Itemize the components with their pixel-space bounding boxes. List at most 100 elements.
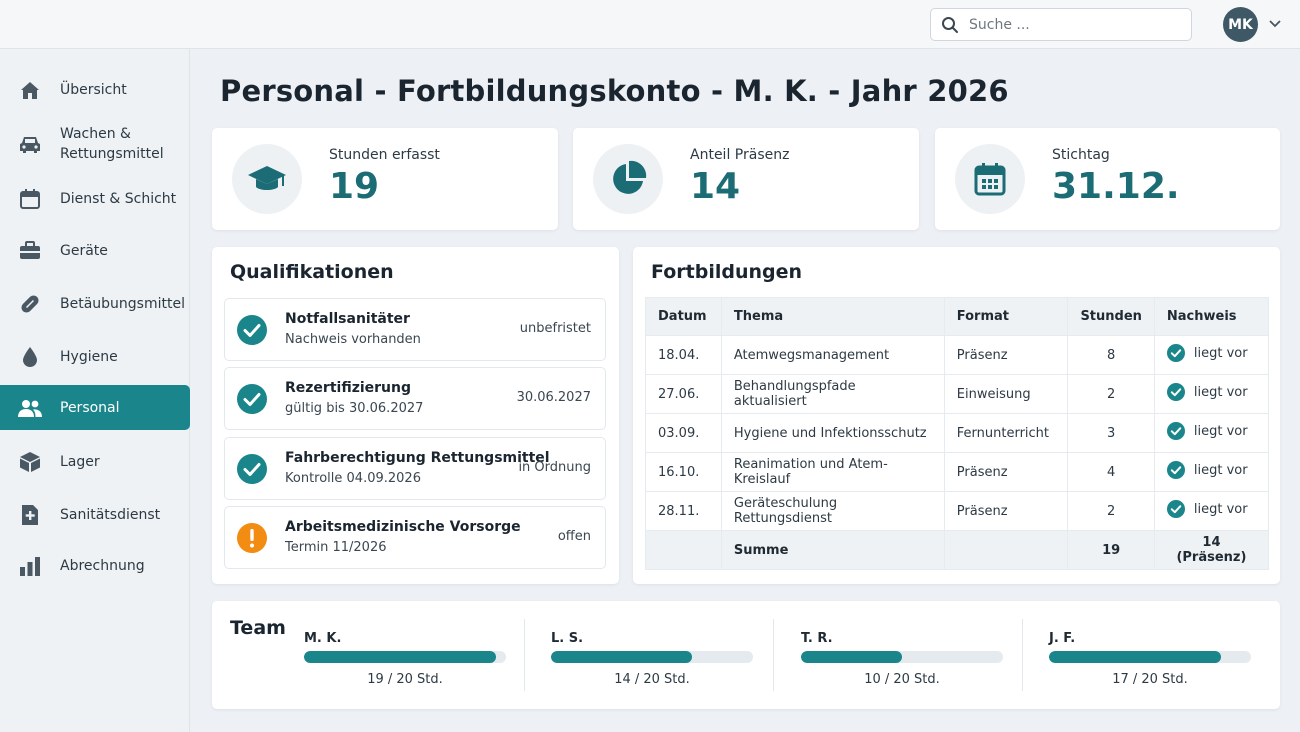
sidebar-item-abrechnung[interactable]: Abrechnung [0,551,190,581]
progress-fill [304,651,496,663]
column-header-datum[interactable]: Datum [645,297,722,336]
kpi-label: Stunden erfasst [329,147,440,163]
team-member-name: T. R. [801,631,833,646]
proof-label: liegt vor [1193,345,1248,361]
sidebar-item-geraete[interactable]: Geräte [0,236,190,266]
medical-file-icon [18,503,42,527]
table-row[interactable]: 16.10. Reanimation und Atem-Kreislauf Pr… [645,452,1270,492]
cell-format: Präsenz [943,452,1069,492]
progress-bar [801,651,1003,663]
progress-bar [1049,651,1251,663]
qualification-title: Rezertifizierung [285,380,411,396]
cell-topic: Reanimation und Atem-Kreislauf [720,452,945,492]
kpi-card-stichtag: Stichtag 31.12. [935,128,1280,230]
cell-proof: liegt vor [1153,413,1270,453]
cell-date: 27.06. [645,374,722,414]
sidebar-item-label: Lager [60,454,100,470]
box-icon [18,450,42,474]
qualification-title: Arbeitsmedizinische Vorsorge [285,519,521,535]
cell-format: Fernunterricht [943,413,1069,453]
warning-circle-icon [237,523,267,553]
chevron-down-icon[interactable] [1268,17,1282,31]
team-member-hours: 14 / 20 Std. [614,672,690,687]
divider [524,619,525,691]
qualification-item[interactable]: Rezertifizierung gültig bis 30.06.2027 3… [224,367,606,430]
check-circle-icon [237,384,267,414]
check-circle-icon [1166,344,1185,362]
page-title: Personal - Fortbildungskonto - M. K. - J… [220,74,1009,108]
column-header-thema[interactable]: Thema [720,297,945,336]
sidebar-item-lager[interactable]: Lager [0,447,190,477]
check-circle-icon [237,315,267,345]
table-row[interactable]: 27.06. Behandlungspfade aktualisiert Ein… [645,374,1270,414]
proof-label: liegt vor [1193,462,1248,478]
calendar-icon [955,144,1025,214]
qualification-title: Notfallsanitäter [285,311,410,327]
check-circle-icon [1166,422,1185,440]
sidebar-item-label: Übersicht [60,82,127,98]
cell-hours: 2 [1067,374,1155,414]
qualification-item[interactable]: Notfallsanitäter Nachweis vorhanden unbe… [224,298,606,361]
sum-label: Summe [720,530,945,570]
qualification-subtitle: Nachweis vorhanden [285,332,421,347]
cell-date: 18.04. [645,335,722,375]
cell-topic: Atemwegsmanagement [720,335,945,375]
home-icon [18,78,42,102]
team-member-hours: 19 / 20 Std. [367,672,443,687]
qualification-status: offen [557,529,591,544]
qualification-status: 30.06.2027 [516,390,591,405]
sidebar-item-label: Dienst & Schicht [60,191,177,207]
divider [1022,619,1023,691]
progress-fill [551,651,693,663]
team-member-hours: 10 / 20 Std. [864,672,940,687]
team-member-name: L. S. [551,631,584,646]
search-box[interactable] [930,8,1192,41]
table-row[interactable]: 18.04. Atemwegsmanagement Präsenz 8 lieg… [645,335,1270,375]
search-input[interactable] [969,16,1169,33]
qualification-status: unbefristet [519,321,591,336]
user-avatar[interactable]: MK [1223,7,1258,42]
search-icon [942,16,958,33]
qualification-item[interactable]: Fahrberechtigung Rettungsmittel Kontroll… [224,437,606,500]
table-row[interactable]: 28.11. Geräteschulung Rettungsdienst Prä… [645,491,1270,531]
sidebar-item-betaeubungsmittel[interactable]: Betäubungsmittel [0,289,190,319]
cell-format: Präsenz [943,335,1069,375]
column-header-stunden[interactable]: Stunden [1067,297,1155,336]
team-member-name: M. K. [304,631,342,646]
avatar-initials: MK [1228,16,1253,33]
trainings-table: Datum Thema Format Stunden Nachweis 18.0… [645,297,1270,570]
column-header-format[interactable]: Format [943,297,1069,336]
sidebar-item-sanitaetsdienst[interactable]: Sanitätsdienst [0,500,190,530]
graduation-cap-icon [232,144,302,214]
cell-date: 16.10. [645,452,722,492]
cell-empty [943,530,1069,570]
pill-icon [18,292,42,316]
calendar-icon [18,187,42,211]
table-row[interactable]: 03.09. Hygiene und Infektionsschutz Fern… [645,413,1270,453]
sidebar-item-label: Wachen & Rettungsmittel [60,126,164,162]
drop-icon [18,345,42,369]
sidebar-item-label: Personal [60,399,120,416]
cell-hours: 2 [1067,491,1155,531]
sidebar-item-uebersicht[interactable]: Übersicht [0,75,190,105]
sidebar-item-personal[interactable]: Personal [0,385,190,430]
people-icon [18,396,42,420]
kpi-value: 14 [690,166,741,207]
sidebar-item-dienst[interactable]: Dienst & Schicht [0,184,190,214]
section-title: Fortbildungen [651,261,803,283]
kpi-label: Anteil Präsenz [690,147,790,163]
proof-label: liegt vor [1193,384,1248,400]
sidebar-item-label: Sanitätsdienst [60,507,161,523]
cell-hours: 4 [1067,452,1155,492]
sidebar-item-hygiene[interactable]: Hygiene [0,342,190,372]
cell-proof: liegt vor [1153,335,1270,375]
sidebar-item-label: Geräte [60,243,108,259]
team-card: Team M. K. 19 / 20 Std. L. S. 14 / 20 St… [212,601,1280,709]
column-header-nachweis[interactable]: Nachweis [1153,297,1270,336]
cell-date: 28.11. [645,491,722,531]
sum-proof: 14 (Präsenz) [1153,530,1270,570]
sidebar-item-wachen[interactable]: Wachen & Rettungsmittel [0,123,190,165]
kpi-label: Stichtag [1052,147,1110,163]
qualification-item[interactable]: Arbeitsmedizinische Vorsorge Termin 11/2… [224,506,606,569]
qualification-status: in Ordnung [518,460,591,475]
